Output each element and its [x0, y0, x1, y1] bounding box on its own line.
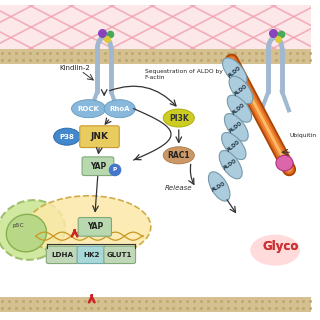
Text: LDHA: LDHA — [51, 252, 73, 258]
Text: RhoA: RhoA — [109, 106, 130, 112]
Ellipse shape — [227, 95, 252, 122]
Text: ALDO: ALDO — [223, 158, 238, 171]
Ellipse shape — [71, 100, 106, 118]
FancyBboxPatch shape — [46, 246, 78, 264]
Ellipse shape — [276, 155, 293, 171]
Ellipse shape — [27, 196, 151, 258]
Ellipse shape — [163, 109, 194, 127]
Text: HK2: HK2 — [84, 252, 100, 258]
Text: JNK: JNK — [91, 132, 108, 141]
Ellipse shape — [250, 235, 300, 266]
Ellipse shape — [0, 200, 65, 260]
Text: ALDO: ALDO — [226, 139, 241, 153]
Text: Glyco: Glyco — [263, 240, 299, 253]
Bar — [0, 49, 311, 64]
Text: ROCK: ROCK — [78, 106, 100, 112]
Text: PI3K: PI3K — [169, 114, 189, 123]
Ellipse shape — [223, 58, 247, 85]
Text: p5C: p5C — [12, 223, 24, 228]
Ellipse shape — [163, 147, 194, 164]
Text: ALDO: ALDO — [233, 83, 249, 97]
Text: P: P — [113, 167, 117, 172]
Ellipse shape — [208, 172, 230, 201]
Ellipse shape — [222, 132, 246, 160]
Ellipse shape — [224, 114, 248, 141]
Text: YAP: YAP — [87, 222, 103, 231]
Ellipse shape — [6, 214, 46, 252]
Text: ALDO: ALDO — [229, 121, 244, 134]
Text: YAP: YAP — [90, 162, 106, 171]
Text: Kindlin-2: Kindlin-2 — [59, 65, 90, 71]
Text: P38: P38 — [60, 134, 74, 140]
Bar — [0, 297, 311, 312]
Ellipse shape — [104, 100, 135, 118]
Text: ALDO: ALDO — [232, 102, 247, 116]
Circle shape — [109, 164, 121, 176]
Ellipse shape — [229, 76, 253, 104]
Text: F-actin: F-actin — [145, 75, 165, 80]
Text: ALDO: ALDO — [211, 180, 227, 192]
Ellipse shape — [54, 128, 80, 145]
Text: Glyco: Glyco — [263, 240, 299, 253]
FancyBboxPatch shape — [80, 126, 119, 148]
Text: RAC1: RAC1 — [167, 151, 190, 160]
Text: ALDO: ALDO — [227, 65, 242, 78]
Text: Sequestration of ALDO by: Sequestration of ALDO by — [145, 69, 222, 74]
FancyBboxPatch shape — [104, 246, 136, 264]
Bar — [0, 4, 311, 50]
Ellipse shape — [219, 150, 242, 179]
Text: Release: Release — [165, 185, 193, 190]
FancyBboxPatch shape — [78, 218, 111, 236]
FancyBboxPatch shape — [77, 246, 106, 264]
Text: Ubiquitin: Ubiquitin — [289, 133, 316, 138]
FancyBboxPatch shape — [82, 157, 114, 176]
Text: GLUT1: GLUT1 — [107, 252, 132, 258]
